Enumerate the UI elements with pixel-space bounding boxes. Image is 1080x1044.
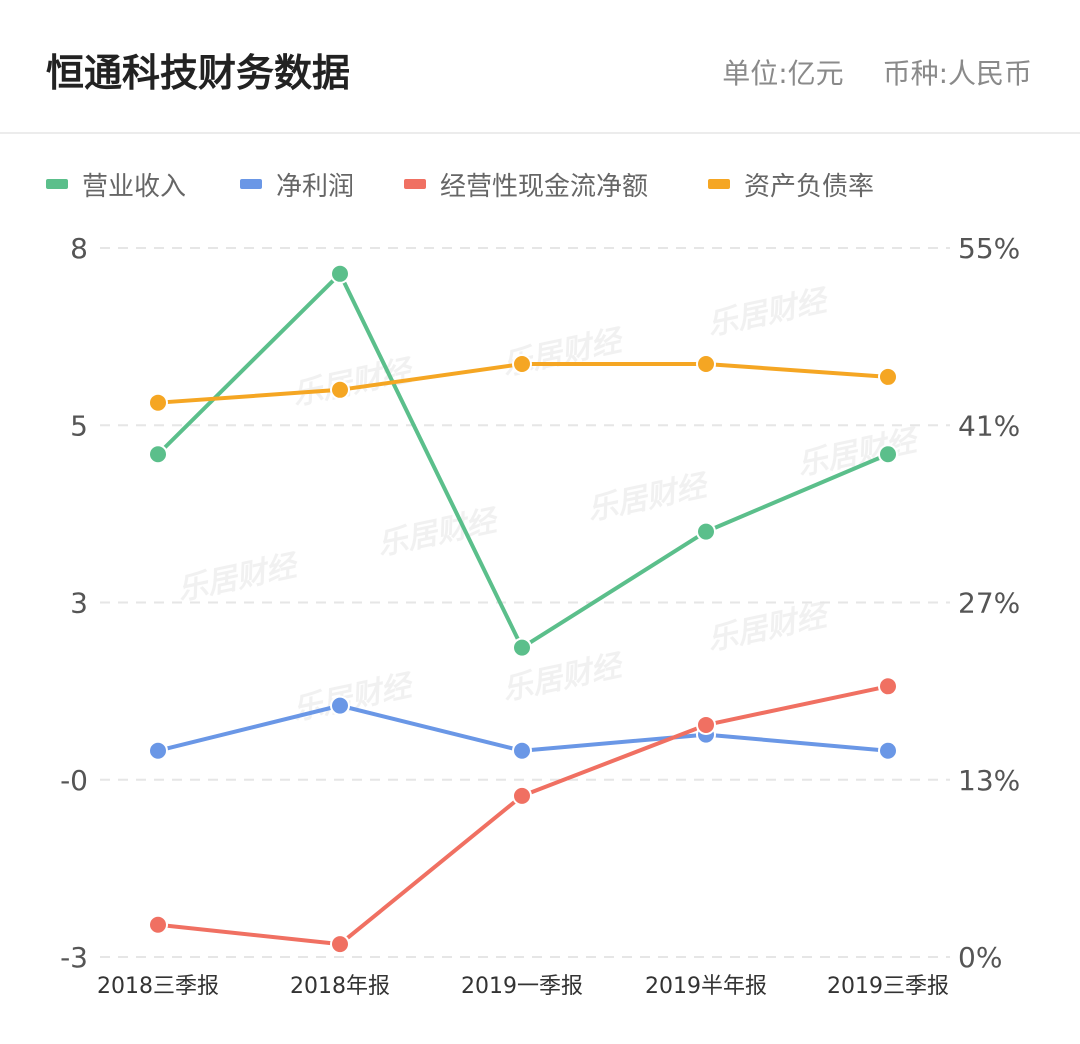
watermark-text: 乐居财经 bbox=[499, 323, 628, 383]
watermark-text: 乐居财经 bbox=[374, 503, 503, 563]
data-point bbox=[330, 263, 350, 284]
right-tick-label: 13% bbox=[958, 764, 1020, 797]
data-point bbox=[148, 444, 168, 465]
data-point bbox=[512, 785, 532, 806]
data-point bbox=[148, 914, 168, 935]
data-point bbox=[512, 740, 532, 761]
unit-info: 单位:亿元 币种:人民币 bbox=[722, 52, 1032, 92]
left-tick-label: -0 bbox=[60, 764, 88, 797]
legend-swatch bbox=[46, 179, 68, 189]
header: 恒通科技财务数据 单位:亿元 币种:人民币 bbox=[0, 0, 1080, 134]
legend-label: 资产负债率 bbox=[744, 172, 874, 202]
data-point bbox=[330, 379, 350, 400]
data-point bbox=[696, 354, 716, 375]
x-tick-label: 2019三季报 bbox=[827, 974, 949, 999]
left-tick-label: 5 bbox=[70, 409, 88, 442]
currency-label: 币种:人民币 bbox=[882, 57, 1032, 90]
left-tick-label: 8 bbox=[70, 232, 88, 265]
watermark-text: 乐居财经 bbox=[704, 283, 833, 343]
unit-label: 单位:亿元 bbox=[722, 57, 844, 90]
data-point bbox=[878, 740, 898, 761]
data-point bbox=[330, 934, 350, 955]
legend-swatch bbox=[708, 179, 730, 189]
left-tick-label: -3 bbox=[60, 941, 88, 974]
data-point bbox=[148, 392, 168, 413]
data-point bbox=[878, 676, 898, 697]
data-point bbox=[878, 366, 898, 387]
data-point bbox=[878, 444, 898, 465]
series-line bbox=[156, 271, 889, 650]
x-tick-label: 2019一季报 bbox=[461, 974, 583, 999]
x-tick-label: 2019半年报 bbox=[645, 974, 767, 999]
data-point bbox=[512, 354, 532, 375]
legend-label: 营业收入 bbox=[82, 172, 186, 202]
watermark-text: 乐居财经 bbox=[584, 468, 713, 528]
watermark-text: 乐居财经 bbox=[794, 423, 923, 483]
legend-label: 净利润 bbox=[276, 172, 354, 202]
right-tick-label: 0% bbox=[958, 941, 1002, 974]
watermark-text: 乐居财经 bbox=[174, 548, 303, 608]
legend-swatch bbox=[240, 179, 262, 189]
left-tick-label: 3 bbox=[70, 587, 88, 620]
x-tick-label: 2018三季报 bbox=[97, 974, 219, 999]
page-title: 恒通科技财务数据 bbox=[46, 51, 351, 95]
data-point bbox=[696, 521, 716, 542]
data-point bbox=[330, 695, 350, 716]
right-tick-label: 27% bbox=[958, 587, 1020, 620]
legend-label: 经营性现金流净额 bbox=[440, 172, 648, 202]
data-point bbox=[696, 714, 716, 735]
watermark-text: 乐居财经 bbox=[704, 598, 833, 658]
legend-swatch bbox=[404, 179, 426, 189]
data-point bbox=[148, 740, 168, 761]
x-tick-label: 2018年报 bbox=[290, 974, 390, 999]
right-tick-label: 55% bbox=[958, 232, 1020, 265]
right-tick-label: 41% bbox=[958, 409, 1020, 442]
data-point bbox=[512, 637, 532, 658]
